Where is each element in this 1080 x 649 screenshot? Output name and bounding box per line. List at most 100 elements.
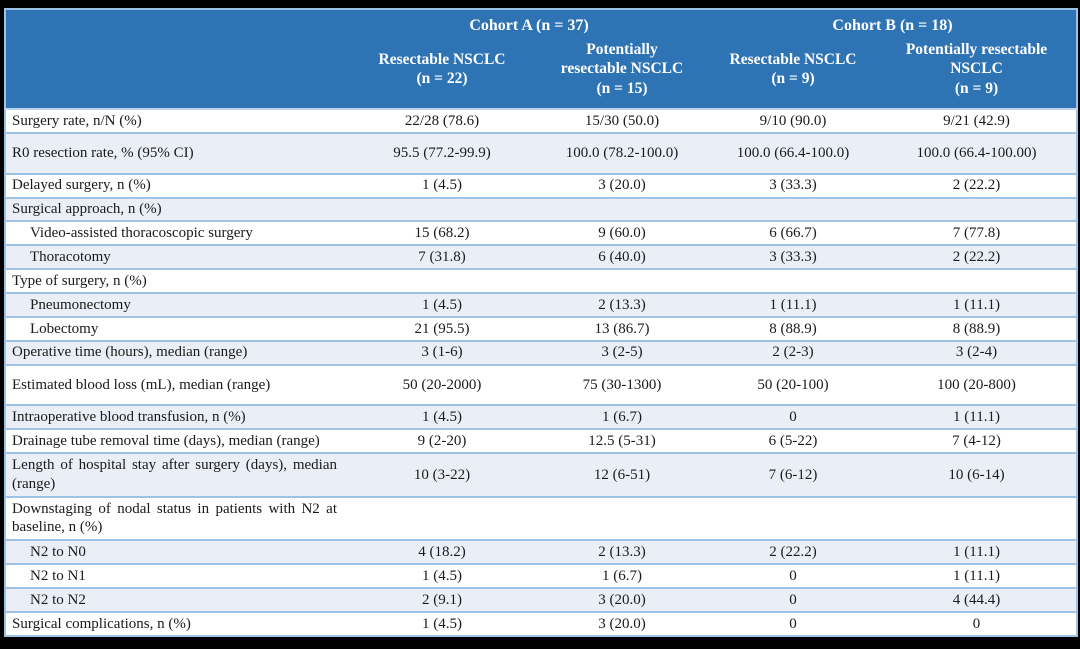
- column-n-count: (n = 15): [596, 79, 648, 97]
- row-value: 0: [709, 610, 877, 638]
- row-value: 1 (11.1): [877, 539, 1079, 565]
- row-value: [535, 196, 709, 222]
- row-value: 2 (9.1): [349, 587, 535, 612]
- row-value: 8 (88.9): [877, 315, 1079, 341]
- row-value: 100 (20-800): [877, 363, 1079, 406]
- header-corner-cell: [4, 8, 349, 38]
- row-value: 22/28 (78.6): [349, 109, 535, 133]
- row-value: 9 (60.0): [535, 220, 709, 246]
- row-label: Operative time (hours), median (range): [4, 339, 349, 365]
- row-value: 100.0 (66.4-100.00): [877, 132, 1079, 174]
- table-row: N2 to N2 2 (9.1) 3 (20.0) 0 4 (44.4): [4, 587, 1079, 612]
- column-n-count: (n = 22): [416, 70, 468, 88]
- row-value: 3 (20.0): [535, 587, 709, 612]
- row-value: 0: [709, 404, 877, 430]
- table-row: Estimated blood loss (mL), median (range…: [4, 363, 1079, 406]
- header-col-resectable-a: Resectable NSCLC (n = 22): [349, 38, 535, 111]
- row-label: Thoracotomy: [4, 244, 349, 270]
- row-value: [877, 495, 1079, 541]
- row-value: 9 (2-20): [349, 428, 535, 454]
- row-label: Surgical approach, n (%): [4, 196, 349, 222]
- row-value: 0: [877, 610, 1079, 638]
- row-value: 4 (44.4): [877, 587, 1079, 612]
- row-value: 7 (6-12): [709, 452, 877, 497]
- table-row: Drainage tube removal time (days), media…: [4, 428, 1079, 454]
- row-value: [535, 268, 709, 294]
- row-value: 8 (88.9): [709, 315, 877, 341]
- row-value: 75 (30-1300): [535, 363, 709, 406]
- table-row: Lobectomy 21 (95.5) 13 (86.7) 8 (88.9) 8 (88…: [4, 315, 1079, 341]
- row-label: N2 to N2: [4, 587, 349, 612]
- table-row: Surgical complications, n (%) 1 (4.5) 3 (2…: [4, 610, 1079, 638]
- row-label: Video-assisted thoracoscopic surgery: [4, 220, 349, 246]
- row-value: 0: [709, 587, 877, 612]
- row-value: 1 (4.5): [349, 610, 535, 638]
- table-row: Intraoperative blood transfusion, n (%) 1…: [4, 404, 1079, 430]
- header-col-potentially-resectable-b: Potentially resectable NSCLC (n = 9): [877, 38, 1079, 111]
- row-value: 2 (13.3): [535, 539, 709, 565]
- row-value: 2 (22.2): [877, 244, 1079, 270]
- row-value: 6 (40.0): [535, 244, 709, 270]
- row-value: 7 (31.8): [349, 244, 535, 270]
- row-label: Drainage tube removal time (days), media…: [4, 428, 349, 454]
- row-value: 1 (6.7): [535, 404, 709, 430]
- row-value: 1 (4.5): [349, 563, 535, 588]
- table-row: Pneumonectomy 1 (4.5) 2 (13.3) 1 (11.1) 1 (1…: [4, 292, 1079, 317]
- header-label-cell: [4, 38, 349, 111]
- column-label: Resectable NSCLC: [729, 50, 857, 68]
- row-value: [535, 495, 709, 541]
- row-value: 3 (20.0): [535, 172, 709, 198]
- row-value: 1 (11.1): [877, 563, 1079, 588]
- header-cohort-b: Cohort B (n = 18): [709, 8, 1079, 38]
- row-value: 100.0 (66.4-100.0): [709, 132, 877, 174]
- table-body: Surgery rate, n/N (%) 22/28 (78.6) 15/30 (…: [4, 109, 1079, 638]
- row-value: 3 (2-4): [877, 339, 1079, 365]
- subgroup-header-row: Resectable NSCLC (n = 22) Potentially re…: [4, 38, 1079, 111]
- row-value: 2 (2-3): [709, 339, 877, 365]
- header-col-potentially-resectable-a: Potentially resectable NSCLC (n = 15): [535, 38, 709, 111]
- row-value: 2 (13.3): [535, 292, 709, 317]
- row-value: [877, 196, 1079, 222]
- row-value: 1 (11.1): [709, 292, 877, 317]
- row-value: 7 (4-12): [877, 428, 1079, 454]
- row-label: R0 resection rate, % (95% CI): [4, 132, 349, 174]
- row-value: 4 (18.2): [349, 539, 535, 565]
- row-value: 13 (86.7): [535, 315, 709, 341]
- table-row: Type of surgery, n (%): [4, 268, 1079, 294]
- row-value: 12 (6-51): [535, 452, 709, 497]
- header-cohort-a: Cohort A (n = 37): [349, 8, 709, 38]
- header-col-resectable-b: Resectable NSCLC (n = 9): [709, 38, 877, 111]
- row-value: 1 (11.1): [877, 404, 1079, 430]
- row-value: 100.0 (78.2-100.0): [535, 132, 709, 174]
- table-row: Delayed surgery, n (%) 1 (4.5) 3 (20.0) 3 (…: [4, 172, 1079, 198]
- row-value: 9/10 (90.0): [709, 109, 877, 133]
- row-value: 1 (4.5): [349, 292, 535, 317]
- table-container: Cohort A (n = 37) Cohort B (n = 18) Rese…: [4, 8, 1079, 638]
- row-value: [349, 196, 535, 222]
- row-label: Pneumonectomy: [4, 292, 349, 317]
- row-value: 21 (95.5): [349, 315, 535, 341]
- row-value: 12.5 (5-31): [535, 428, 709, 454]
- row-value: [709, 268, 877, 294]
- row-label: Type of surgery, n (%): [4, 268, 349, 294]
- row-label: Downstaging of nodal status in patients …: [4, 495, 349, 541]
- row-value: 2 (22.2): [877, 172, 1079, 198]
- row-value: 7 (77.8): [877, 220, 1079, 246]
- row-value: 95.5 (77.2-99.9): [349, 132, 535, 174]
- table-row: Thoracotomy 7 (31.8) 6 (40.0) 3 (33.3) 2 (22…: [4, 244, 1079, 270]
- row-value: [349, 495, 535, 541]
- table-row: Surgical approach, n (%): [4, 196, 1079, 222]
- row-value: 9/21 (42.9): [877, 109, 1079, 133]
- table-row: R0 resection rate, % (95% CI) 95.5 (77.2-…: [4, 132, 1079, 174]
- row-value: 10 (6-14): [877, 452, 1079, 497]
- table-row: N2 to N1 1 (4.5) 1 (6.7) 0 1 (11.1): [4, 563, 1079, 588]
- row-value: [709, 196, 877, 222]
- row-value: 15 (68.2): [349, 220, 535, 246]
- row-value: 2 (22.2): [709, 539, 877, 565]
- row-value: 1 (11.1): [877, 292, 1079, 317]
- row-value: 3 (33.3): [709, 244, 877, 270]
- row-value: 3 (20.0): [535, 610, 709, 638]
- table-header: Cohort A (n = 37) Cohort B (n = 18) Rese…: [4, 8, 1079, 111]
- table-row: Video-assisted thoracoscopic surgery 15 (…: [4, 220, 1079, 246]
